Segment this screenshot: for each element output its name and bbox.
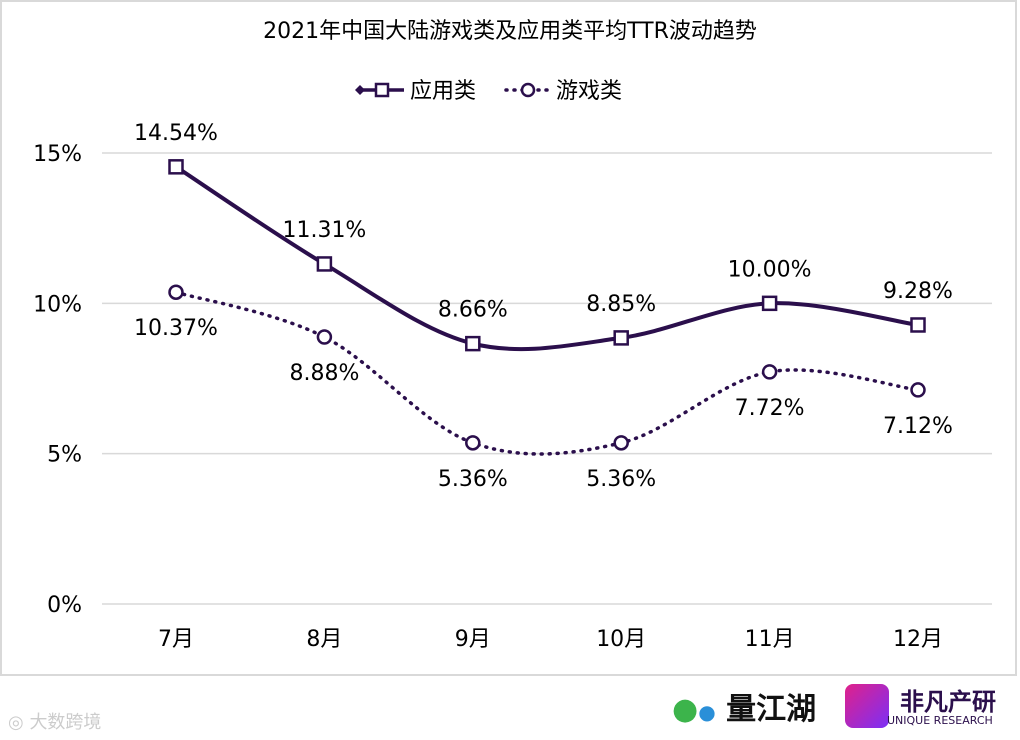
data-point-circle — [465, 435, 481, 451]
legend: 应用类 游戏类 — [355, 79, 622, 104]
data-label: 14.54% — [134, 121, 218, 146]
data-label: 10.00% — [728, 257, 812, 282]
data-point-square — [910, 317, 926, 333]
legend-diamond-icon — [355, 85, 365, 95]
legend-label: 应用类 — [410, 79, 476, 104]
data-point-square — [316, 256, 333, 272]
y-tick-label: 15% — [33, 142, 82, 167]
x-tick-label: 8月 — [306, 627, 342, 652]
legend-square-icon — [374, 82, 390, 98]
data-label: 9.28% — [883, 279, 953, 304]
data-point-square — [613, 330, 629, 346]
logo-unique-research-mark — [845, 684, 889, 728]
data-point-square — [168, 159, 184, 175]
data-label: 8.85% — [586, 292, 656, 317]
y-tick-label: 0% — [47, 593, 82, 618]
data-point-circle — [613, 435, 629, 451]
data-label: 7.12% — [883, 414, 953, 439]
data-label: 8.88% — [289, 361, 359, 386]
data-label: 5.36% — [438, 467, 508, 492]
x-tick-label: 12月 — [893, 627, 943, 652]
x-tick-label: 7月 — [158, 627, 194, 652]
x-tick-label: 10月 — [596, 627, 646, 652]
data-point-circle — [168, 284, 184, 300]
watermark: ◎ 大数跨境 — [8, 712, 102, 733]
legend-label: 游戏类 — [556, 79, 622, 104]
series-line — [174, 290, 920, 456]
data-label: 10.37% — [134, 316, 218, 341]
y-tick-label: 10% — [33, 292, 82, 317]
logo-liangjianghu: ●● 量江湖 — [672, 692, 817, 727]
x-tick-label: 9月 — [455, 627, 491, 652]
y-tick-label: 5% — [47, 443, 82, 468]
data-point-circle — [910, 382, 926, 398]
logo-subtitle: UNIQUE RESEARCH — [887, 714, 993, 727]
x-tick-label: 11月 — [745, 627, 795, 652]
data-point-square — [465, 335, 481, 352]
chart-title: 2021年中国大陆游戏类及应用类平均TTR波动趋势 — [263, 19, 757, 44]
data-label: 11.31% — [282, 218, 366, 243]
chart-frame — [0, 0, 1017, 676]
logo-unique-research: 非凡产研 — [900, 688, 996, 716]
data-label: 7.72% — [735, 396, 805, 421]
series-line — [174, 164, 920, 352]
line-chart: 2021年中国大陆游戏类及应用类平均TTR波动趋势 应用类 游戏类 0% 5% 10%… — [33, 19, 992, 652]
data-point-circle — [761, 364, 778, 380]
data-point-square — [761, 295, 778, 312]
data-point-circle — [316, 329, 333, 345]
data-label: 5.36% — [586, 467, 656, 492]
legend-circle-icon — [520, 82, 536, 98]
data-label: 8.66% — [438, 298, 508, 323]
